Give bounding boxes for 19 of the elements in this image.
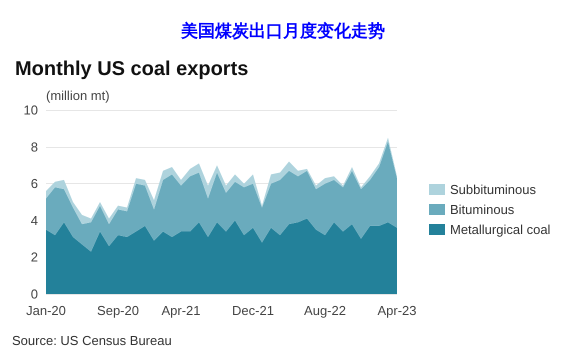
x-tick-label: Sep-20 — [97, 303, 139, 318]
x-tick-label: Apr-21 — [161, 303, 201, 318]
y-tick-label: 8 — [30, 139, 38, 154]
y-tick-label: 6 — [30, 176, 38, 192]
source-note: Source: US Census Bureau — [12, 333, 172, 348]
chart-subtitle: Monthly US coal exports — [15, 58, 248, 80]
x-tick-label: Dec-21 — [232, 303, 274, 318]
y-tick-label: 10 — [24, 102, 38, 118]
chart-title: 美国煤炭出口月度变化走势 — [180, 22, 385, 42]
legend-label: Subbituminous — [450, 182, 536, 197]
y-tick-label: 4 — [30, 212, 38, 228]
x-tick-label: Jan-20 — [26, 303, 66, 318]
x-tick-label: Aug-22 — [304, 303, 346, 318]
x-tick-label: Apr-23 — [377, 303, 417, 318]
y-axis-title: (million mt) — [46, 88, 110, 103]
y-tick-label: 2 — [30, 250, 38, 265]
legend-label: Metallurgical coal — [450, 222, 551, 237]
y-tick-label: 0 — [30, 286, 38, 302]
legend-label: Bituminous — [450, 202, 515, 217]
